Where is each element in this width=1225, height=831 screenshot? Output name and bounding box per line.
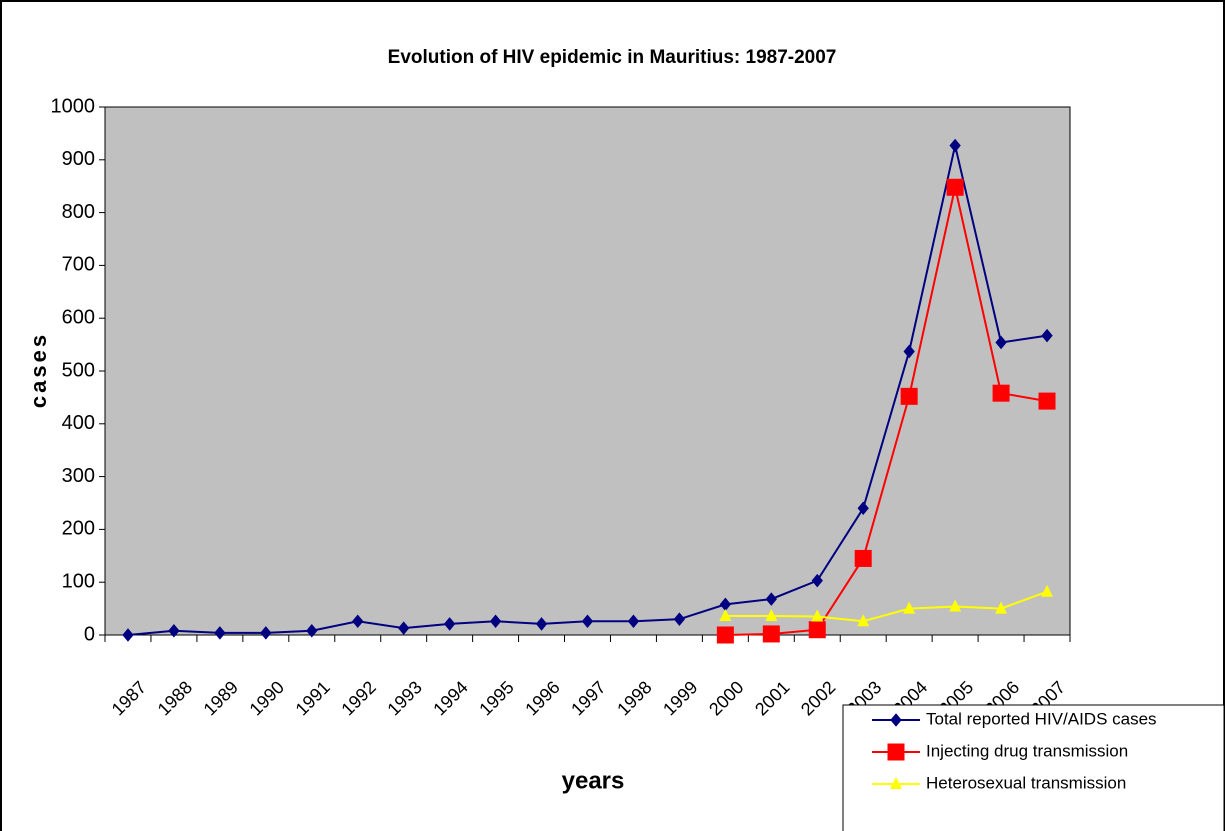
data-point bbox=[949, 138, 961, 153]
y-tick-label: 900 bbox=[62, 148, 95, 170]
data-point bbox=[1041, 328, 1053, 343]
data-point bbox=[489, 614, 502, 629]
y-tick-label: 100 bbox=[62, 570, 95, 592]
data-point bbox=[168, 623, 180, 638]
y-tick-label: 0 bbox=[84, 623, 95, 645]
data-point bbox=[260, 626, 272, 640]
data-point bbox=[306, 623, 318, 638]
legend-marker bbox=[890, 713, 902, 727]
data-point bbox=[1038, 392, 1056, 410]
legend bbox=[842, 704, 1225, 831]
y-tick-label: 200 bbox=[62, 518, 95, 540]
data-point bbox=[992, 384, 1010, 402]
legend-label: Injecting drug transmission bbox=[926, 741, 1128, 760]
data-point bbox=[627, 614, 640, 629]
data-point bbox=[946, 178, 964, 196]
data-point bbox=[535, 617, 548, 631]
data-point bbox=[995, 335, 1007, 350]
data-point bbox=[765, 608, 778, 621]
data-point bbox=[995, 601, 1008, 614]
legend-label: Total reported HIV/AIDS cases bbox=[926, 709, 1157, 728]
data-point bbox=[808, 621, 826, 639]
data-point bbox=[1041, 584, 1054, 597]
y-tick-label: 300 bbox=[62, 465, 95, 487]
data-point bbox=[857, 614, 870, 627]
plot-area bbox=[104, 106, 1071, 636]
y-tick-label: 800 bbox=[62, 201, 95, 223]
y-axis-label: cases bbox=[26, 332, 51, 408]
data-point bbox=[811, 573, 823, 588]
data-point bbox=[716, 626, 734, 644]
legend-marker bbox=[890, 777, 902, 789]
y-tick-label: 400 bbox=[62, 412, 95, 434]
data-point bbox=[719, 608, 732, 621]
y-tick-label: 600 bbox=[62, 306, 95, 328]
data-point bbox=[949, 599, 962, 612]
series-line bbox=[725, 590, 1048, 623]
chart-title: Evolution of HIV epidemic in Mauritius: … bbox=[388, 47, 837, 68]
data-point bbox=[903, 601, 916, 614]
data-point bbox=[903, 344, 915, 359]
data-point bbox=[352, 614, 364, 629]
x-axis-label: years bbox=[562, 767, 625, 794]
data-point bbox=[857, 501, 869, 516]
data-point bbox=[765, 592, 777, 606]
data-point bbox=[673, 612, 686, 626]
legend-label: Heterosexual transmission bbox=[926, 773, 1126, 792]
data-point bbox=[854, 549, 872, 567]
legend-marker bbox=[887, 743, 905, 761]
y-tick-label: 1000 bbox=[51, 95, 96, 117]
y-tick-label: 500 bbox=[62, 359, 95, 381]
data-point bbox=[443, 617, 456, 631]
data-point bbox=[900, 387, 918, 405]
data-point bbox=[581, 614, 594, 629]
data-point bbox=[122, 628, 134, 642]
data-point bbox=[398, 621, 410, 635]
data-point bbox=[811, 609, 824, 622]
data-point bbox=[762, 625, 780, 643]
data-point bbox=[214, 626, 226, 640]
y-tick-label: 700 bbox=[62, 254, 95, 276]
